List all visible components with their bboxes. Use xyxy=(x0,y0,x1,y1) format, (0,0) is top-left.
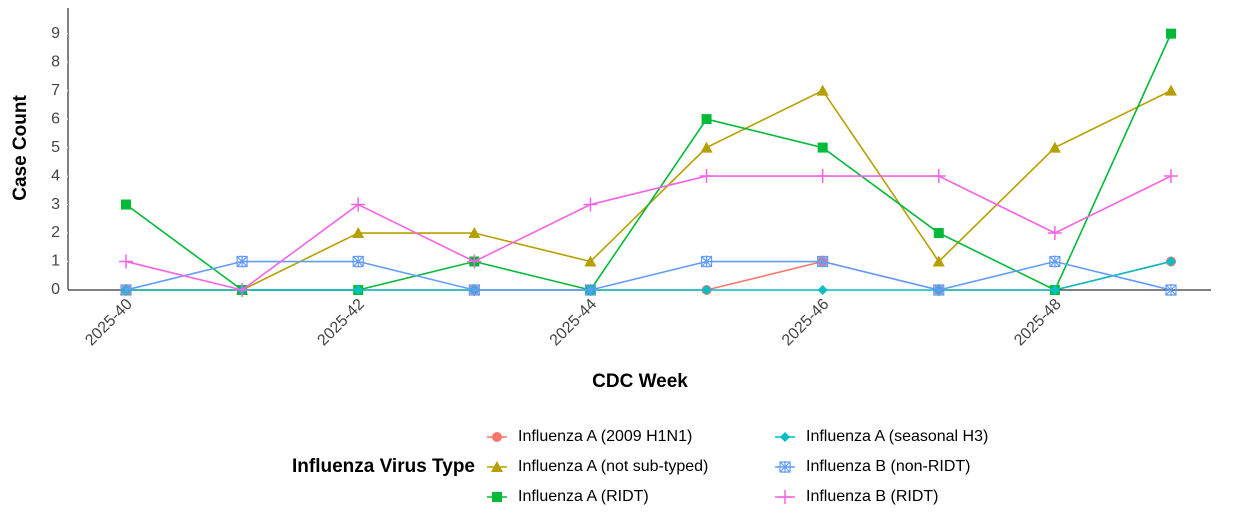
x-tick-label: 2025-40 xyxy=(82,296,136,350)
data-point xyxy=(121,199,131,210)
data-point xyxy=(817,142,828,153)
y-tick-label: 6 xyxy=(51,110,60,127)
data-point xyxy=(120,284,132,296)
y-tick-label: 9 xyxy=(51,25,60,42)
legend-marker xyxy=(492,432,502,442)
y-tick-label: 2 xyxy=(51,224,60,241)
y-tick-label: 3 xyxy=(51,196,60,213)
data-point xyxy=(817,285,828,295)
legend-marker xyxy=(491,461,503,472)
data-point xyxy=(931,169,946,184)
data-point xyxy=(119,254,133,269)
data-point xyxy=(353,285,364,295)
series-line xyxy=(126,260,1172,291)
legend-label: Influenza A (2009 H1N1) xyxy=(518,428,692,445)
data-point xyxy=(701,285,712,295)
y-tick-label: 0 xyxy=(51,281,60,298)
legend-label: Influenza B (non-RIDT) xyxy=(806,458,971,475)
data-point xyxy=(352,227,365,239)
data-point xyxy=(932,255,945,267)
data-point xyxy=(1049,255,1061,268)
data-point xyxy=(1165,84,1177,96)
data-point xyxy=(1165,284,1177,296)
data-point xyxy=(1164,169,1178,184)
data-point xyxy=(584,284,597,296)
data-point xyxy=(1166,28,1176,39)
data-point xyxy=(933,228,944,239)
data-point xyxy=(235,283,250,297)
data-point xyxy=(236,255,248,268)
data-point xyxy=(817,255,829,268)
series-line xyxy=(125,175,1172,291)
legend-marker xyxy=(492,492,502,502)
data-point xyxy=(583,197,598,212)
data-point xyxy=(1047,226,1062,241)
data-point xyxy=(700,141,713,153)
x-tick-label: 2025-42 xyxy=(314,296,368,350)
legend-label: Influenza A (not sub-typed) xyxy=(518,458,708,475)
data-point xyxy=(468,284,480,296)
y-tick-label: 8 xyxy=(51,53,60,70)
y-tick-label: 5 xyxy=(51,139,60,156)
legend-label: Influenza A (seasonal H3) xyxy=(806,428,988,445)
data-point xyxy=(1049,285,1060,295)
x-tick-label: 2025-44 xyxy=(547,296,601,350)
data-point xyxy=(1166,256,1176,267)
data-point xyxy=(467,254,482,269)
x-axis-title: CDC Week xyxy=(592,371,688,392)
y-tick-label: 1 xyxy=(51,253,60,270)
data-point xyxy=(700,255,713,268)
x-tick-label: 2025-46 xyxy=(779,296,833,350)
data-point xyxy=(933,284,945,296)
legend-title: Influenza Virus Type xyxy=(292,456,475,477)
data-point xyxy=(584,255,597,267)
legend-marker xyxy=(778,490,792,504)
data-point xyxy=(815,169,830,184)
data-point xyxy=(1048,141,1061,153)
series-line xyxy=(125,33,1172,292)
legend-marker xyxy=(779,461,791,473)
y-tick-label: 7 xyxy=(51,82,60,99)
data-point xyxy=(816,84,829,96)
data-point xyxy=(699,169,714,184)
legend-label: Influenza B (RIDT) xyxy=(806,488,938,505)
y-tick-label: 4 xyxy=(51,167,60,184)
legend-marker xyxy=(780,432,790,442)
x-tick-label: 2025-48 xyxy=(1011,296,1065,350)
data-point xyxy=(468,227,481,239)
series-line xyxy=(125,260,1172,291)
data-point xyxy=(352,255,364,268)
y-axis-title: Case Count xyxy=(10,95,31,201)
data-point xyxy=(701,114,712,125)
legend-label: Influenza A (RIDT) xyxy=(518,488,649,505)
data-point xyxy=(351,197,366,212)
